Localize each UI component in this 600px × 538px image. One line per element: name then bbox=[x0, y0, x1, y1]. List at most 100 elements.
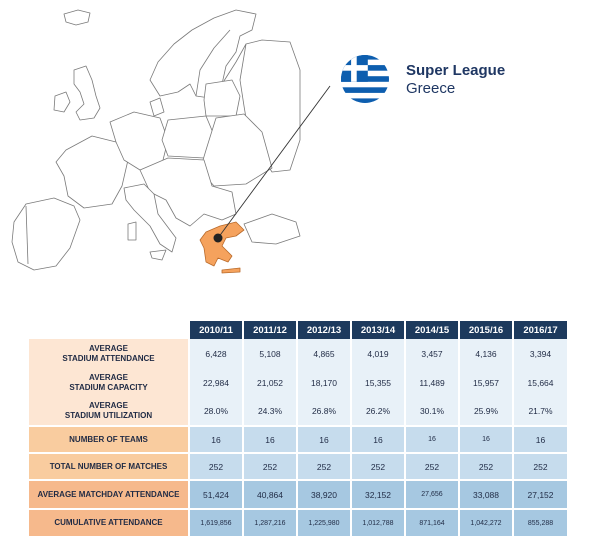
row-label-line: STADIUM UTILIZATION bbox=[64, 411, 153, 420]
table-cell: 3,394 bbox=[512, 339, 567, 369]
table-cell: 4,865 bbox=[296, 339, 351, 369]
league-country: Greece bbox=[406, 80, 456, 97]
sicily-shape bbox=[149, 249, 167, 261]
row-label-line: AVERAGE bbox=[89, 344, 128, 353]
table-cell: 1,012,788 bbox=[350, 508, 405, 536]
table-cell: 3,457 bbox=[404, 339, 459, 369]
table-row: TOTAL NUMBER OF MATCHES 252 252 252 252 … bbox=[29, 452, 567, 480]
table-cell: 252 bbox=[296, 452, 351, 480]
table-cell: 252 bbox=[458, 452, 513, 480]
table-cell: 22,984 bbox=[188, 369, 243, 397]
table-cell: 4,136 bbox=[458, 339, 513, 369]
row-label-line: AVERAGE bbox=[89, 401, 128, 410]
table-row: NUMBER OF TEAMS 16 16 16 16 16 16 16 bbox=[29, 425, 567, 453]
table-cell: 16 bbox=[242, 425, 297, 453]
table-cell: 16 bbox=[458, 425, 513, 453]
table-cell: 871,164 bbox=[404, 508, 459, 536]
row-label: AVERAGE STADIUM UTILIZATION bbox=[29, 397, 189, 426]
table-row: AVERAGE STADIUM UTILIZATION 28.0% 24.3% … bbox=[29, 397, 567, 426]
table-row: AVERAGE MATCHDAY ATTENDANCE 51,424 40,86… bbox=[29, 479, 567, 509]
table-cell: 252 bbox=[242, 452, 297, 480]
table-cell: 15,957 bbox=[458, 369, 513, 397]
italy-shape bbox=[123, 183, 177, 253]
table-cell: 30.1% bbox=[404, 397, 459, 426]
table-cell: 252 bbox=[188, 452, 243, 480]
table-cell: 27,656 bbox=[404, 479, 459, 509]
table-cell: 4,019 bbox=[350, 339, 405, 369]
scandinavia-shape bbox=[149, 9, 257, 99]
column-header: 2012/13 bbox=[296, 321, 351, 339]
table-cell: 5,108 bbox=[242, 339, 297, 369]
pointer-line bbox=[217, 85, 331, 239]
table-row: AVERAGE STADIUM CAPACITY 22,984 21,052 1… bbox=[29, 369, 567, 397]
league-name: Super League bbox=[406, 62, 506, 79]
table-cell: 15,664 bbox=[512, 369, 567, 397]
greece-shape bbox=[199, 221, 245, 267]
row-label-line: STADIUM CAPACITY bbox=[69, 383, 148, 392]
table-cell: 16 bbox=[188, 425, 243, 453]
turkey-shape bbox=[243, 213, 301, 245]
table-cell: 27,152 bbox=[512, 479, 567, 509]
greece-flag-icon bbox=[341, 55, 389, 103]
table-cell: 26.2% bbox=[350, 397, 405, 426]
row-label-line: AVERAGE bbox=[89, 373, 128, 382]
europe-map bbox=[11, 9, 331, 274]
europe-map-area: Super League Greece bbox=[11, 9, 506, 274]
table-cell: 28.0% bbox=[188, 397, 243, 426]
france-shape bbox=[55, 135, 129, 209]
table-cell: 252 bbox=[404, 452, 459, 480]
central-europe-shape bbox=[139, 157, 237, 227]
row-label: AVERAGE STADIUM CAPACITY bbox=[29, 369, 189, 397]
row-label: TOTAL NUMBER OF MATCHES bbox=[29, 452, 189, 480]
table-cell: 16 bbox=[296, 425, 351, 453]
baltics-shape bbox=[203, 79, 241, 117]
column-header: 2016/17 bbox=[512, 321, 567, 339]
table-header-row: 2010/11 2011/12 2012/13 2013/14 2014/15 … bbox=[29, 321, 567, 339]
table-cell: 33,088 bbox=[458, 479, 513, 509]
column-header: 2015/16 bbox=[458, 321, 513, 339]
denmark-shape bbox=[149, 97, 165, 117]
table-cell: 16 bbox=[404, 425, 459, 453]
portugal-line bbox=[25, 205, 29, 265]
table-cell: 21.7% bbox=[512, 397, 567, 426]
table-cell: 1,619,856 bbox=[188, 508, 243, 536]
row-label: NUMBER OF TEAMS bbox=[29, 425, 189, 453]
table-cell: 16 bbox=[350, 425, 405, 453]
column-header: 2013/14 bbox=[350, 321, 405, 339]
table-cell: 25.9% bbox=[458, 397, 513, 426]
iberia-shape bbox=[11, 197, 81, 271]
table-cell: 18,170 bbox=[296, 369, 351, 397]
table-cell: 1,287,216 bbox=[242, 508, 297, 536]
table-cell: 24.3% bbox=[242, 397, 297, 426]
table-cell: 855,288 bbox=[512, 508, 567, 536]
table-row: CUMULATIVE ATTENDANCE 1,619,856 1,287,21… bbox=[29, 508, 567, 536]
ukraine-shape bbox=[199, 113, 273, 187]
table-cell: 32,152 bbox=[350, 479, 405, 509]
column-header: 2011/12 bbox=[242, 321, 297, 339]
britain-shape bbox=[73, 65, 101, 121]
table-cell: 38,920 bbox=[296, 479, 351, 509]
table-cell: 40,864 bbox=[242, 479, 297, 509]
table-cell: 11,489 bbox=[404, 369, 459, 397]
iceland-shape bbox=[63, 9, 91, 26]
crete-shape bbox=[221, 267, 241, 274]
row-label: CUMULATIVE ATTENDANCE bbox=[29, 508, 189, 536]
column-header: 2010/11 bbox=[188, 321, 243, 339]
table-cell: 16 bbox=[512, 425, 567, 453]
header-corner bbox=[29, 321, 189, 339]
row-label-line: STADIUM ATTENDANCE bbox=[62, 354, 155, 363]
table-cell: 26.8% bbox=[296, 397, 351, 426]
table-row: AVERAGE STADIUM ATTENDANCE 6,428 5,108 4… bbox=[29, 339, 567, 369]
table-cell: 21,052 bbox=[242, 369, 297, 397]
table-cell: 6,428 bbox=[188, 339, 243, 369]
table-cell: 252 bbox=[512, 452, 567, 480]
sardinia-shape bbox=[127, 221, 137, 241]
table-cell: 1,042,272 bbox=[458, 508, 513, 536]
table-cell: 1,225,980 bbox=[296, 508, 351, 536]
table-cell: 15,355 bbox=[350, 369, 405, 397]
pointer-dot bbox=[213, 233, 223, 243]
row-label: AVERAGE MATCHDAY ATTENDANCE bbox=[29, 479, 189, 509]
row-label: AVERAGE STADIUM ATTENDANCE bbox=[29, 339, 189, 369]
table-cell: 252 bbox=[350, 452, 405, 480]
table-cell: 51,424 bbox=[188, 479, 243, 509]
